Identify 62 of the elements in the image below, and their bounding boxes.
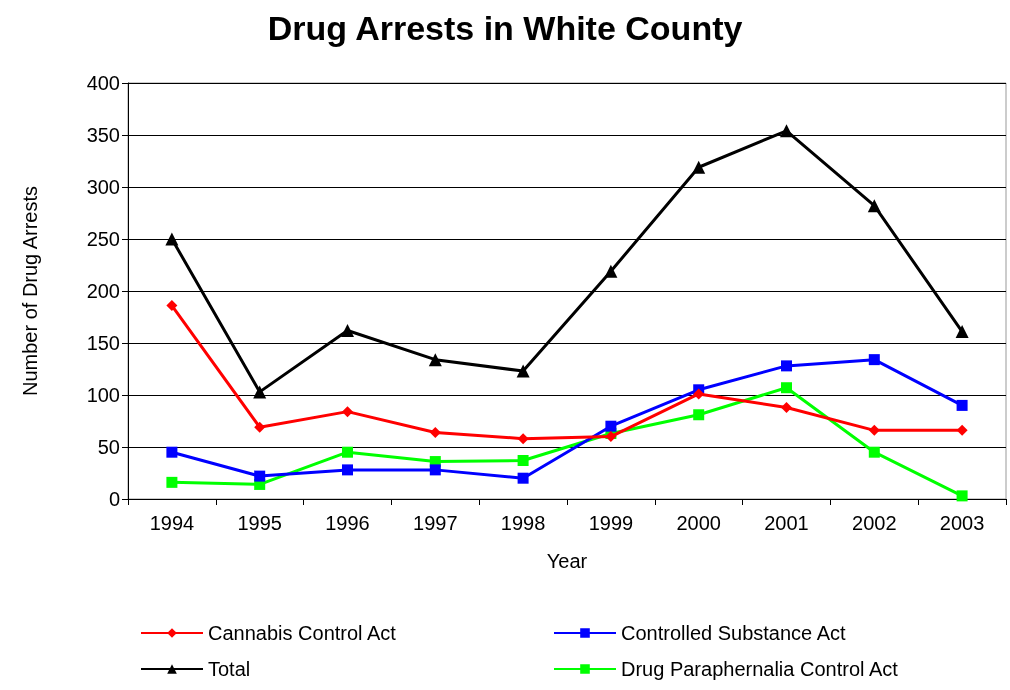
y-tick-label: 350 [86, 124, 120, 146]
x-tick-label: 2000 [676, 512, 721, 534]
x-tick-label: 1994 [149, 512, 195, 534]
point [517, 433, 529, 445]
y-tick-label: 250 [86, 228, 120, 250]
x-tick-label: 2003 [939, 512, 985, 534]
x-tick-label: 1996 [325, 512, 370, 534]
point [253, 385, 267, 399]
point [516, 364, 530, 378]
point [781, 401, 792, 413]
point [693, 388, 705, 400]
y-tick-label: 200 [86, 280, 120, 302]
point [605, 420, 617, 432]
x-tick-label: 1997 [413, 512, 458, 534]
point [517, 472, 529, 484]
x-tick-label: 2001 [764, 512, 809, 534]
point [166, 446, 178, 458]
point [254, 470, 266, 482]
point [955, 325, 969, 339]
point [956, 490, 968, 502]
x-tick-label: 2002 [852, 512, 897, 534]
point [341, 324, 354, 338]
point [166, 476, 178, 488]
point [517, 455, 529, 467]
x-tick-label: 1999 [588, 512, 634, 534]
point [693, 409, 705, 421]
y-axis-title: Number of Drug Arrests [19, 185, 41, 397]
legend-label: Cannabis Control Act [208, 622, 397, 644]
x-axis-title: Year [546, 550, 588, 572]
point [429, 426, 441, 438]
point [165, 232, 179, 246]
point [780, 124, 793, 138]
point [956, 424, 968, 436]
point [867, 199, 881, 213]
point [868, 424, 880, 436]
y-tick-label: 150 [86, 332, 120, 354]
legend-label: Controlled Substance Act [621, 622, 847, 644]
y-tick-label: 50 [97, 436, 120, 458]
chart-title: Drug Arrests in White County [267, 9, 743, 47]
point [428, 353, 442, 367]
legend-label: Total [208, 658, 251, 680]
y-tick-label: 0 [108, 488, 120, 510]
point [429, 464, 441, 476]
point [868, 354, 880, 366]
point [342, 406, 353, 418]
y-tick-label: 400 [86, 72, 120, 94]
point [605, 431, 617, 443]
legend-label: Drug Paraphernalia Control Act [621, 658, 899, 680]
x-tick-label: 1995 [237, 512, 282, 534]
point [781, 360, 792, 372]
point [692, 160, 706, 174]
x-tick-label: 1998 [500, 512, 546, 534]
point [342, 464, 353, 476]
point [254, 421, 266, 433]
point [342, 446, 353, 458]
y-tick-label: 300 [86, 176, 120, 198]
point [868, 446, 880, 458]
point [781, 382, 792, 394]
y-tick-label: 100 [86, 384, 120, 406]
point [956, 399, 968, 411]
point [166, 300, 178, 312]
point [604, 264, 618, 278]
